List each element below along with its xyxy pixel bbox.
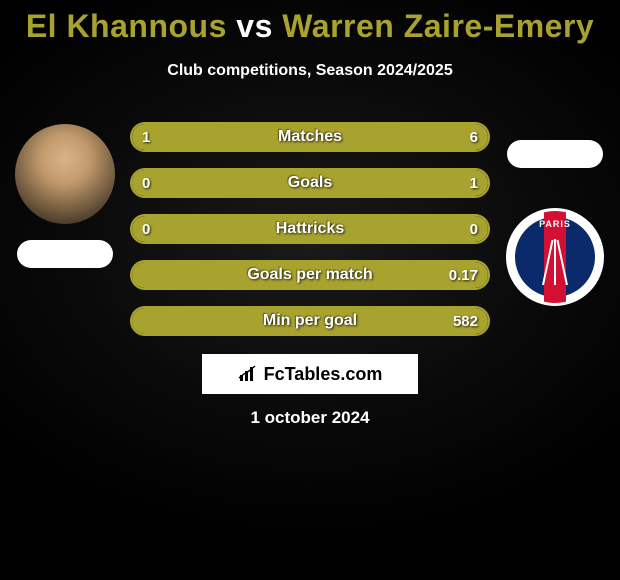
stat-row: Hattricks0 0 (130, 214, 490, 244)
stat-label: Hattricks (130, 214, 490, 244)
subtitle: Club competitions, Season 2024/2025 (0, 62, 620, 80)
player-photo-placeholder (15, 124, 115, 224)
stat-label: Matches (130, 122, 490, 152)
stat-value-right: 0.17 (449, 260, 478, 290)
stat-label: Goals per match (130, 260, 490, 290)
right-player-column: PARIS (500, 124, 610, 306)
stat-label: Goals (130, 168, 490, 198)
bar-chart-icon (238, 365, 260, 383)
stat-row: Matches1 6 (130, 122, 490, 152)
stat-row: Min per goal582 (130, 306, 490, 336)
stat-value-right: 582 (453, 306, 478, 336)
stat-bars: Matches16Goals01Hattricks00Goals per mat… (130, 122, 490, 352)
stat-value-right: 0 (470, 214, 478, 244)
branding-text: FcTables.com (264, 364, 383, 385)
branding-box: FcTables.com (202, 354, 418, 394)
player1-name: El Khannous (26, 8, 227, 44)
player2-club-pill (507, 140, 603, 168)
psg-badge-text: PARIS (509, 219, 601, 229)
stat-row: Goals per match0.17 (130, 260, 490, 290)
left-player-column (10, 124, 120, 268)
player1-club-logo (17, 240, 113, 268)
stat-label: Min per goal (130, 306, 490, 336)
stat-value-right: 1 (470, 168, 478, 198)
stat-value-left: 0 (142, 214, 150, 244)
psg-badge: PARIS (506, 208, 604, 306)
player1-avatar (15, 124, 115, 224)
stat-row: Goals0 1 (130, 168, 490, 198)
stat-value-left: 1 (142, 122, 150, 152)
vs-text: vs (236, 8, 273, 44)
player2-name: Warren Zaire-Emery (282, 8, 594, 44)
page-title: El Khannous vs Warren Zaire-Emery (0, 8, 620, 45)
date-text: 1 october 2024 (0, 408, 620, 428)
stat-value-right: 6 (470, 122, 478, 152)
stat-value-left: 0 (142, 168, 150, 198)
eiffel-tower-icon (554, 239, 556, 285)
comparison-infographic: El Khannous vs Warren Zaire-Emery Club c… (0, 0, 620, 580)
